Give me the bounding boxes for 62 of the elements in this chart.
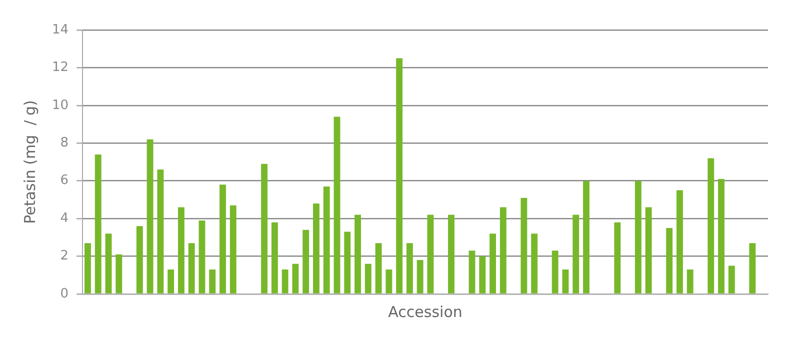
bar	[583, 180, 590, 294]
bar	[427, 214, 434, 294]
bar	[334, 116, 340, 294]
bar	[198, 220, 206, 294]
bar	[344, 232, 351, 294]
bar	[178, 207, 184, 294]
bar	[292, 264, 299, 294]
bar	[718, 178, 724, 294]
bar	[500, 207, 506, 294]
bar	[188, 243, 195, 294]
bar	[490, 234, 496, 294]
bar	[572, 214, 580, 294]
bar	[634, 180, 642, 294]
bar	[520, 198, 528, 294]
bar	[282, 269, 288, 294]
y-tick-label: 0	[60, 286, 69, 302]
y-tick-label: 6	[60, 173, 69, 188]
bar	[375, 243, 382, 294]
bar	[728, 266, 735, 294]
y-tick-label: 2	[60, 248, 69, 264]
bar	[448, 214, 454, 294]
bar	[168, 269, 174, 294]
bar	[116, 254, 122, 294]
bar	[406, 243, 413, 294]
bar	[146, 139, 154, 294]
bar	[220, 184, 226, 294]
bar	[136, 226, 143, 294]
x-axis-title: Accession	[388, 302, 462, 321]
bar	[386, 269, 392, 294]
y-tick-label: 4	[60, 210, 69, 226]
bar	[708, 158, 714, 294]
bar	[562, 269, 569, 294]
bar	[749, 243, 756, 294]
bar	[271, 222, 278, 294]
bar	[302, 230, 310, 294]
bar	[416, 260, 424, 294]
bar	[230, 205, 236, 294]
y-tick-label: 14	[52, 22, 69, 38]
bar	[686, 269, 694, 294]
bar	[552, 250, 558, 294]
y-tick-label: 12	[52, 60, 69, 76]
bar	[396, 58, 403, 294]
bar	[105, 234, 112, 294]
bar	[209, 269, 216, 294]
bar	[645, 207, 652, 294]
bar	[94, 154, 102, 294]
bar	[614, 222, 621, 294]
bar	[479, 256, 486, 294]
bar	[364, 264, 372, 294]
bar	[666, 228, 673, 294]
bar	[468, 250, 476, 294]
y-tick-label: 10	[52, 98, 69, 113]
bar	[676, 190, 683, 294]
bar	[84, 243, 91, 294]
y-axis-title: Petasin (mg / g)	[20, 100, 39, 224]
bar	[354, 214, 361, 294]
y-tick-label: 8	[60, 136, 69, 151]
bar	[323, 186, 330, 294]
bar	[157, 170, 164, 294]
bar	[261, 164, 268, 294]
bar	[531, 234, 538, 294]
bar	[313, 203, 320, 294]
